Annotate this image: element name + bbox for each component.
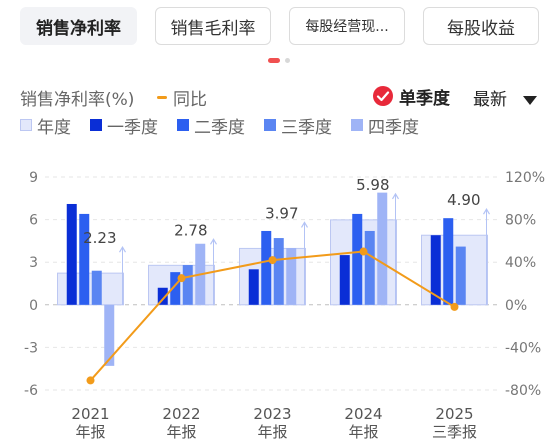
annual-value-label: 5.98 [356,176,389,194]
left-axis-tick: -3 [24,340,38,356]
right-axis-tick: -40% [505,340,541,356]
legend-row-primary: 销售净利率(%) 同比 单季度 最新 [0,82,550,110]
quarter-bar [443,218,454,305]
tab-gross-margin[interactable]: 销售毛利率 [155,7,271,45]
x-label-year: 2023 [253,405,291,423]
quarter-bar [79,213,90,305]
x-label-year: 2022 [162,405,200,423]
quarter-bar [182,265,193,305]
metric-tabs: 销售净利率 销售毛利率 每股经营现... 每股收益 [0,0,550,50]
quarter-bar [91,270,102,305]
single-quarter-label[interactable]: 单季度 [399,89,450,109]
annual-value-label: 3.97 [265,204,298,222]
net-margin-chart: 9 120%6 80%3 40%0 0%-3 -40%-6 -80%2.232021年报2.… [24,170,545,441]
tab-eps[interactable]: 每股收益 [423,7,539,45]
x-label-year: 2024 [344,405,382,423]
quarter-bar [364,230,375,305]
x-label-year: 2021 [71,405,109,423]
left-axis-tick: 6 [29,213,38,229]
q3-swatch [264,119,276,131]
quarter-bar [248,269,259,305]
annual-marker-arrow [391,192,400,200]
quarter-bar [170,272,181,305]
legend-row-series: 年度 一季度 二季度 三季度 四季度 [0,112,550,138]
q2-label[interactable]: 二季度 [194,118,245,138]
quarter-bar [286,248,297,305]
yoy-point [450,302,459,311]
annual-swatch [20,119,32,131]
pager-dot[interactable] [285,58,290,63]
q1-label[interactable]: 一季度 [107,118,158,138]
annual-marker-arrow [482,208,491,215]
caret-down-icon[interactable] [523,91,537,110]
quarter-bar [377,192,388,305]
quarter-bar [339,255,350,305]
quarter-bar [273,238,284,305]
pager-dot-active[interactable] [268,58,280,63]
x-label-year: 2025 [435,405,473,423]
yoy-point [86,376,95,385]
sort-select-label[interactable]: 最新 [473,90,507,110]
yoy-line-swatch [157,96,167,99]
q4-label[interactable]: 四季度 [368,118,419,138]
quarter-bar [157,287,168,305]
annual-value-label: 4.90 [447,191,480,209]
single-quarter-check-icon[interactable] [373,86,393,106]
left-axis-tick: 3 [29,255,38,271]
x-label-period: 年报 [75,423,105,441]
left-axis-tick: 9 [29,170,38,186]
x-label-period: 三季报 [432,423,477,441]
quarter-bar [104,304,115,366]
annual-value-label: 2.23 [83,229,116,247]
tab-net-margin[interactable]: 销售净利率 [20,7,137,45]
annual-marker-arrow [300,221,309,228]
quarter-bar [352,213,363,305]
yoy-point [359,247,368,256]
q3-label[interactable]: 三季度 [281,118,332,138]
annual-label[interactable]: 年度 [37,118,71,138]
left-axis-tick: -6 [24,383,38,399]
quarter-bar [261,230,272,305]
metric-label: 销售净利率(%) [20,90,135,110]
yoy-label[interactable]: 同比 [173,90,207,110]
x-label-period: 年报 [166,423,196,441]
annual-marker-arrow [209,238,218,245]
yoy-point [268,256,277,265]
tab-operating-cash-per-share[interactable]: 每股经营现... [289,7,405,45]
annual-marker-arrow [118,245,127,253]
quarter-bar [455,246,466,305]
right-axis-tick: 80% [505,213,536,229]
left-axis-tick: 0 [29,298,38,314]
right-axis-tick: -80% [505,383,541,399]
x-label-period: 年报 [348,423,378,441]
annual-value-label: 2.78 [174,221,207,239]
right-axis-tick: 120% [505,170,545,186]
q1-swatch [90,119,102,131]
x-label-period: 年报 [257,423,287,441]
q2-swatch [177,119,189,131]
yoy-point [177,274,186,283]
quarter-bar [66,203,77,305]
right-axis-tick: 0% [505,298,527,314]
right-axis-tick: 40% [505,255,536,271]
q4-swatch [351,119,363,131]
quarter-bar [430,235,441,305]
